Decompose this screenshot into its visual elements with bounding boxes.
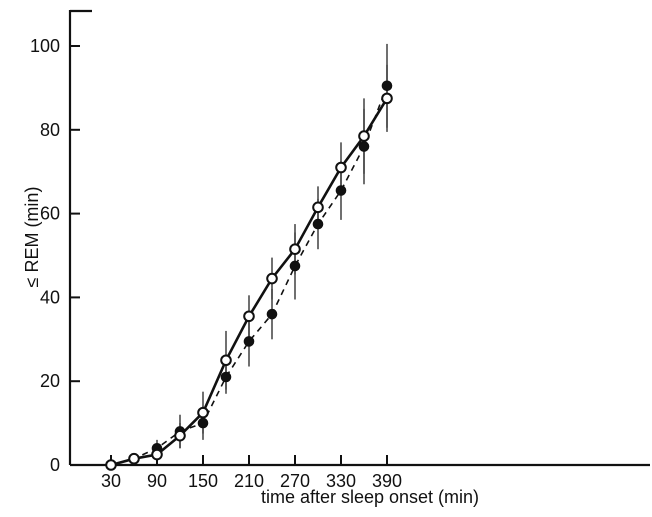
- series-lines: [110, 85, 389, 467]
- filled-circle-point: [335, 185, 347, 196]
- open-circle-point: [358, 130, 370, 142]
- filled-circle-point: [358, 141, 370, 152]
- open-circle-point: [105, 459, 117, 471]
- y-tick-label: 60: [40, 204, 60, 224]
- x-tick-label: 390: [372, 471, 402, 491]
- y-tick-label: 40: [40, 287, 60, 307]
- x-tick-label: 30: [101, 471, 121, 491]
- x-tick-label: 270: [280, 471, 310, 491]
- y-tick-label: 100: [30, 36, 60, 56]
- open-circle-point: [312, 201, 324, 214]
- open-circle-point: [381, 92, 393, 105]
- filled-circle-point: [220, 371, 232, 383]
- open-circle-point: [289, 243, 301, 256]
- x-ticks: 30 90 150 210 270 330 390: [101, 455, 402, 491]
- axes: [68, 9, 650, 467]
- filled-circle-point: [243, 336, 255, 347]
- open-circle-point: [243, 310, 255, 323]
- open-circle-point: [151, 448, 163, 461]
- open-circle-point: [128, 452, 140, 465]
- y-tick-label: 80: [40, 120, 60, 140]
- x-tick-label: 150: [188, 471, 218, 491]
- x-tick-label: 90: [147, 471, 167, 491]
- series-line: [110, 97, 389, 467]
- x-axis-title: time after sleep onset (min): [261, 487, 479, 507]
- error-bars: [133, 43, 388, 463]
- open-circle-point: [266, 272, 278, 285]
- y-tick-label: 0: [50, 455, 60, 475]
- filled-circle-point: [289, 260, 301, 272]
- y-axis-title: ≤ REM (min): [22, 187, 42, 288]
- open-circle-point: [335, 161, 347, 174]
- data-points: [105, 80, 393, 471]
- filled-circle-point: [266, 308, 278, 320]
- filled-circle-point: [312, 218, 324, 230]
- open-circle-point: [174, 429, 186, 442]
- x-tick-label: 330: [326, 471, 356, 491]
- open-circle-point: [220, 354, 232, 367]
- series-line: [110, 85, 388, 466]
- x-tick-label: 210: [234, 471, 264, 491]
- open-circle-point: [197, 406, 209, 419]
- y-tick-label: 20: [40, 371, 60, 391]
- y-ticks: 0 20 40 60 80 100: [30, 36, 80, 475]
- filled-circle-point: [197, 417, 209, 429]
- filled-circle-point: [381, 80, 393, 92]
